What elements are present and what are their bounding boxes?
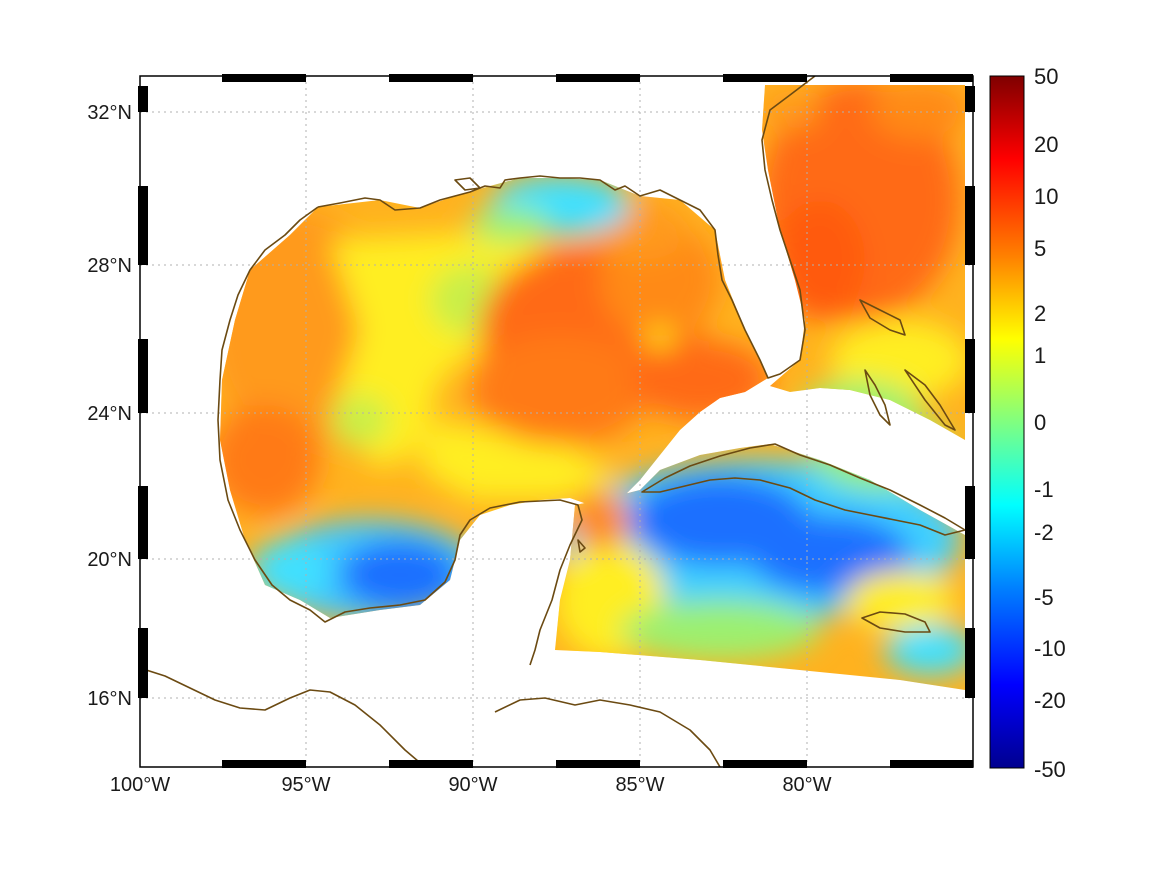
bahamas-island — [859, 299, 906, 336]
colorbar-label: 10 — [1034, 184, 1058, 209]
central-america-coastline — [140, 667, 426, 767]
x-tick-label: 80°W — [782, 774, 831, 796]
x-tick-label: 90°W — [448, 774, 497, 796]
x-tick-label: 100°W — [110, 774, 170, 796]
colorbar-label: 20 — [1034, 132, 1058, 157]
colorbar-label: -20 — [1034, 688, 1066, 713]
colorbar-label: -10 — [1034, 636, 1066, 661]
bahamas-island — [904, 369, 956, 431]
y-tick-label: 28°N — [87, 255, 132, 277]
gulf-coastline — [317, 76, 816, 379]
mexico-coastline — [217, 206, 583, 666]
plot-frame — [138, 74, 975, 768]
data-field — [220, 85, 965, 690]
y-tick-label: 32°N — [87, 102, 132, 124]
yucatan-island — [577, 539, 586, 553]
colorbar-gradient — [989, 75, 1025, 769]
colorbar-label: 0 — [1034, 410, 1046, 435]
y-tick-label: 16°N — [87, 688, 132, 710]
colorbar-label: -2 — [1034, 520, 1054, 545]
colorbar-labels: 50 20 10 5 2 1 0 -1 -2 -5 -10 -20 -50 — [1034, 64, 1066, 782]
y-tick-label: 20°N — [87, 549, 132, 571]
y-tick-label: 24°N — [87, 403, 132, 425]
colorbar — [989, 75, 1025, 769]
louisiana-marsh — [454, 177, 481, 191]
honduras-coastline — [494, 697, 721, 767]
colorbar-label: 1 — [1034, 343, 1046, 368]
bahamas-island — [864, 369, 891, 426]
colorbar-label: -1 — [1034, 477, 1054, 502]
x-tick-label: 85°W — [615, 774, 664, 796]
colorbar-label: 2 — [1034, 301, 1046, 326]
colorbar-label: 5 — [1034, 236, 1046, 261]
colorbar-label: -50 — [1034, 757, 1066, 782]
x-axis-labels: 100°W 95°W 90°W 85°W 80°W — [110, 774, 832, 796]
coastlines — [140, 76, 966, 767]
cuba-coastline — [641, 443, 966, 536]
y-axis-labels: 32°N 28°N 24°N 20°N 16°N — [87, 102, 132, 710]
colorbar-label: -5 — [1034, 585, 1054, 610]
colorbar-label: 50 — [1034, 64, 1058, 89]
jamaica-coastline — [861, 611, 931, 633]
x-tick-label: 95°W — [281, 774, 330, 796]
